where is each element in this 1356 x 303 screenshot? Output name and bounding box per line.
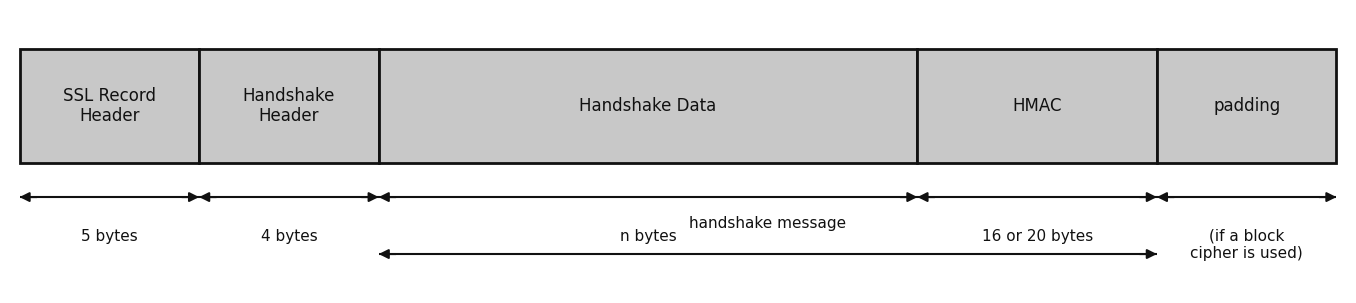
Bar [378,49,918,163]
Text: padding: padding [1214,97,1280,115]
Text: Handshake Data: Handshake Data [579,97,717,115]
Text: 16 or 20 bytes: 16 or 20 bytes [982,229,1093,244]
Text: handshake message: handshake message [689,216,846,231]
Bar [19,49,199,163]
Bar [199,49,378,163]
Text: n bytes: n bytes [620,229,677,244]
Text: SSL Record
Header: SSL Record Header [62,87,156,125]
Bar [918,49,1157,163]
Text: Handshake
Header: Handshake Header [243,87,335,125]
Text: HMAC: HMAC [1013,97,1062,115]
Text: 4 bytes: 4 bytes [260,229,317,244]
Bar [1157,49,1337,163]
Text: (if a block
cipher is used): (if a block cipher is used) [1191,229,1303,261]
Text: 5 bytes: 5 bytes [81,229,138,244]
